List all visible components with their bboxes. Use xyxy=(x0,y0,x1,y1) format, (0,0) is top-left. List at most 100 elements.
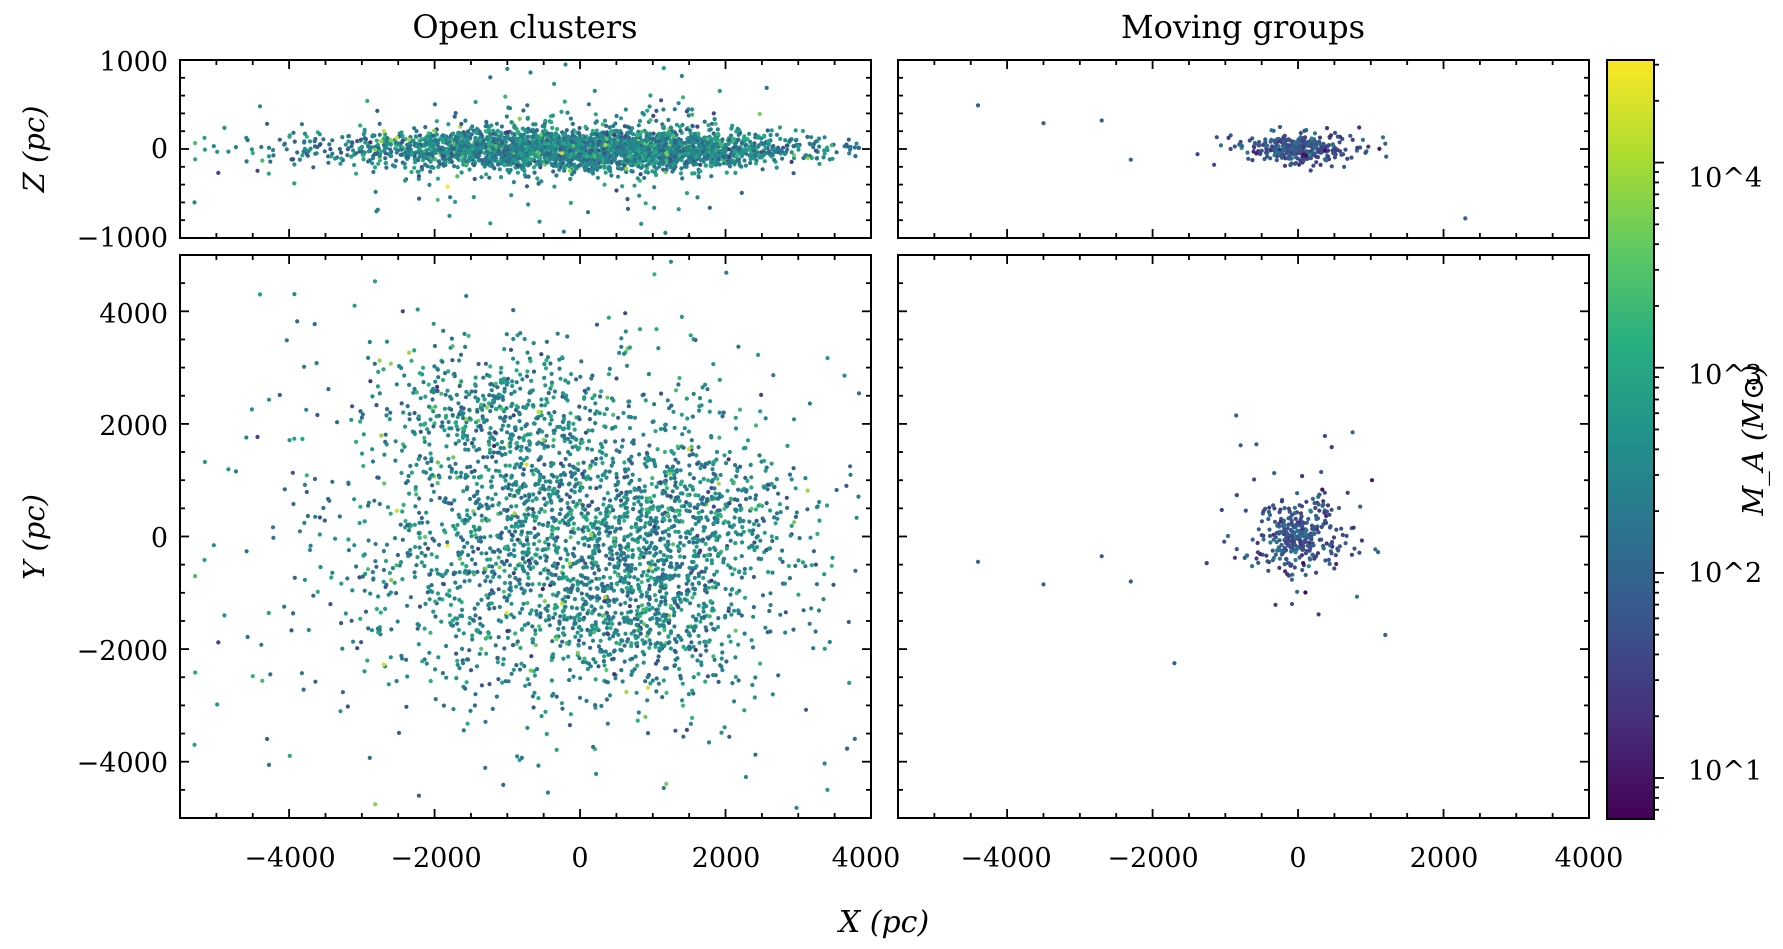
open-cluster-point xyxy=(707,143,712,148)
open-cluster-point xyxy=(588,632,593,637)
open-cluster-point xyxy=(528,161,533,166)
open-cluster-point xyxy=(539,179,544,184)
moving-group-point xyxy=(1318,162,1323,167)
open-cluster-point xyxy=(601,138,607,143)
open-cluster-point xyxy=(514,154,519,159)
open-cluster-point xyxy=(757,453,762,458)
open-cluster-point xyxy=(445,184,450,189)
open-cluster-point xyxy=(460,561,465,566)
open-cluster-point xyxy=(432,128,437,133)
open-cluster-point xyxy=(817,144,822,149)
open-cluster-point xyxy=(383,160,389,165)
open-cluster-point xyxy=(598,164,603,169)
open-cluster-point xyxy=(453,199,458,204)
open-cluster-point xyxy=(560,394,565,399)
open-cluster-point xyxy=(679,158,684,163)
open-cluster-point xyxy=(448,602,454,608)
moving-group-point xyxy=(1277,124,1283,130)
open-cluster-point xyxy=(287,133,292,138)
open-cluster-point xyxy=(650,476,655,481)
open-cluster-point xyxy=(388,138,393,143)
open-cluster-point xyxy=(282,142,287,147)
open-cluster-point xyxy=(612,138,617,143)
open-cluster-point xyxy=(407,145,412,150)
open-cluster-point xyxy=(626,125,631,130)
open-cluster-point xyxy=(662,595,668,600)
open-cluster-point xyxy=(606,525,612,530)
open-cluster-point xyxy=(470,637,475,642)
open-cluster-point xyxy=(472,163,477,168)
open-cluster-point xyxy=(856,494,861,499)
open-cluster-point xyxy=(349,154,354,159)
open-cluster-point xyxy=(413,504,418,509)
open-cluster-point xyxy=(594,486,599,491)
open-cluster-point xyxy=(679,412,684,417)
open-cluster-point xyxy=(537,151,542,156)
open-cluster-point xyxy=(758,409,763,414)
open-cluster-point xyxy=(653,612,658,617)
open-cluster-point xyxy=(215,149,220,154)
open-cluster-point xyxy=(671,133,676,138)
open-cluster-point xyxy=(346,146,351,151)
open-cluster-point xyxy=(637,452,642,457)
open-cluster-point xyxy=(562,439,567,444)
open-cluster-point xyxy=(552,81,557,86)
open-cluster-point xyxy=(339,156,344,161)
moving-group-point xyxy=(1339,152,1344,157)
open-cluster-point xyxy=(528,156,533,161)
open-cluster-point xyxy=(717,410,722,415)
open-cluster-point xyxy=(519,426,524,431)
open-cluster-point xyxy=(450,507,455,512)
open-cluster-point xyxy=(791,144,796,149)
open-cluster-point xyxy=(811,145,816,150)
open-cluster-point xyxy=(343,142,348,147)
open-cluster-point xyxy=(496,502,501,507)
open-cluster-point xyxy=(595,175,601,180)
open-cluster-point xyxy=(809,155,814,160)
open-cluster-point xyxy=(740,525,745,530)
open-cluster-point xyxy=(502,148,507,153)
open-cluster-point xyxy=(542,462,547,467)
open-cluster-point xyxy=(685,416,690,421)
open-cluster-point xyxy=(561,141,566,146)
open-cluster-point xyxy=(502,507,507,512)
open-cluster-point xyxy=(445,150,450,155)
open-cluster-point xyxy=(739,532,744,537)
open-cluster-point xyxy=(608,143,613,148)
open-cluster-point xyxy=(374,564,379,569)
open-cluster-point xyxy=(493,492,498,497)
open-cluster-point xyxy=(423,553,428,558)
open-cluster-point xyxy=(537,139,542,145)
open-cluster-point xyxy=(424,510,429,515)
open-cluster-point xyxy=(736,147,741,152)
open-cluster-point xyxy=(339,150,344,155)
open-cluster-point xyxy=(383,156,388,161)
open-cluster-point xyxy=(484,405,489,410)
open-cluster-point xyxy=(381,129,386,134)
open-cluster-point xyxy=(465,129,471,134)
open-cluster-point xyxy=(469,132,474,137)
open-cluster-point xyxy=(414,492,419,497)
open-cluster-point xyxy=(537,581,542,587)
open-cluster-point xyxy=(569,152,574,157)
moving-group-point xyxy=(1317,139,1322,144)
open-cluster-point xyxy=(620,184,625,189)
open-cluster-point xyxy=(468,464,473,469)
open-cluster-point xyxy=(514,584,519,589)
open-cluster-point xyxy=(541,437,546,442)
open-cluster-point xyxy=(587,417,593,422)
open-cluster-point xyxy=(734,154,739,159)
open-cluster-point xyxy=(537,539,542,544)
open-cluster-point xyxy=(721,161,727,166)
open-cluster-point xyxy=(458,143,463,148)
open-cluster-point xyxy=(817,499,822,505)
open-cluster-point xyxy=(435,176,441,181)
open-cluster-point xyxy=(487,175,492,180)
open-cluster-point xyxy=(315,412,320,418)
open-cluster-point xyxy=(516,524,521,529)
moving-group-point xyxy=(1311,163,1316,168)
open-cluster-point xyxy=(525,115,531,120)
open-cluster-point xyxy=(448,195,453,200)
open-cluster-point xyxy=(717,139,722,144)
open-cluster-point xyxy=(479,551,484,556)
